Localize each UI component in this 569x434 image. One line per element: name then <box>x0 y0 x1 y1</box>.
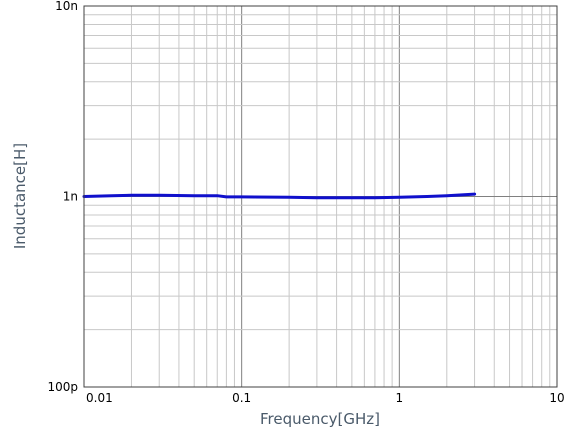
x-tick-label: 0.1 <box>232 391 251 405</box>
series-line-0 <box>82 192 477 200</box>
y-tick-label: 10n <box>55 0 78 13</box>
x-tick-label: 0.01 <box>86 391 113 405</box>
y-tick-label: 100p <box>47 380 78 394</box>
y-axis-title: Inductance[H] <box>11 143 29 249</box>
y-tick-labels: 100p 1n 10n <box>47 0 78 394</box>
x-tick-label: 1 <box>396 391 404 405</box>
y-tick-label: 1n <box>63 190 78 204</box>
plot-frame <box>83 5 558 388</box>
x-axis-title: Frequency[GHz] <box>260 410 380 428</box>
x-tick-labels: 0.01 0.1 1 10 <box>86 391 565 405</box>
x-tick-label: 10 <box>549 391 564 405</box>
series-layer <box>82 192 477 200</box>
